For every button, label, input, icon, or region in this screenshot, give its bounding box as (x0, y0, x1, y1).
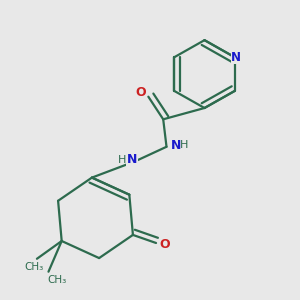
Text: H: H (118, 155, 126, 165)
Text: O: O (136, 86, 146, 99)
Text: H: H (180, 140, 188, 150)
Text: N: N (171, 139, 181, 152)
Text: O: O (159, 238, 170, 251)
Text: N: N (231, 51, 241, 64)
Text: N: N (127, 153, 137, 166)
Text: CH₃: CH₃ (47, 275, 66, 285)
Text: CH₃: CH₃ (24, 262, 43, 272)
